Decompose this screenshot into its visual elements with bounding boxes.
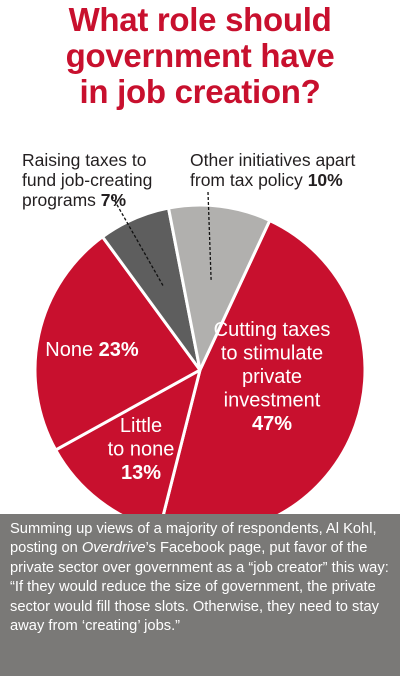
footer-text-2: ’s Facebook page, put favor of the priva… [10, 540, 389, 635]
callout-raising-taxes-value: 7% [100, 190, 127, 210]
slice-label-text: None [45, 339, 98, 361]
slice-label-line: to stimulate [221, 343, 323, 365]
slice-label-line: Cutting taxes [214, 319, 331, 341]
footer-publication: Overdrive [81, 540, 146, 557]
quote-footer: Summing up views of a majority of respon… [0, 514, 400, 676]
slice-label-cutting-taxes: Cutting taxes to stimulate private investme… [214, 319, 331, 435]
slice-label-line: Little [120, 415, 162, 437]
title-line-3: in job creation? [79, 73, 321, 110]
callout-raising-taxes-line-1: Raising taxes to [22, 150, 147, 170]
slice-value-cutting-taxes: 47% [252, 413, 292, 435]
slice-value-little-to-none: 13% [121, 462, 161, 484]
callout-raising-taxes-line-3: programs [22, 190, 96, 210]
callout-raising-taxes-line-2: fund job-creating [22, 170, 153, 190]
slice-value-none: 23% [99, 339, 139, 361]
callout-other-line-1: Other initiatives apart [190, 150, 356, 170]
title-line-1: What role should [68, 1, 332, 38]
callout-other-value: 10% [307, 170, 343, 190]
callout-raising-taxes: Raising taxes to fund job-creating progr… [22, 150, 152, 210]
slice-label-line: to none [108, 439, 175, 461]
slice-label-little-to-none: Little to none 13% [108, 415, 175, 484]
slice-label-line: private [242, 366, 302, 388]
leader-line-raising-taxes [111, 195, 165, 288]
callout-other-initiatives: Other initiatives apart from tax policy … [190, 150, 355, 190]
slice-label-none: None 23% [45, 339, 139, 361]
footer-text-1: Summing up views of a majority of respon… [10, 521, 377, 557]
title-line-2: government have [65, 37, 335, 74]
slice-label-line: investment [224, 390, 321, 412]
chart-title: What role should government have in job … [0, 2, 400, 110]
pie-slice-none [33, 235, 202, 452]
pie-slice-other-initiatives [167, 203, 272, 372]
callout-other-line-2: from tax policy [190, 170, 303, 190]
